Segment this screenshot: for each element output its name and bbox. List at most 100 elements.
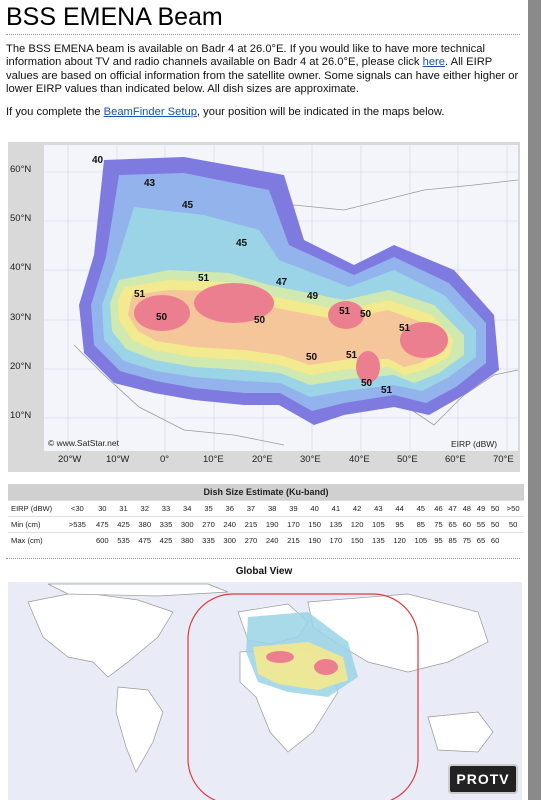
table-cell: [502, 532, 524, 548]
table-cell: 135: [325, 516, 347, 533]
contour-label: 43: [144, 178, 156, 189]
lon-label: 30°E: [300, 454, 321, 465]
satellite-visibility-ring: [187, 593, 419, 800]
table-cell: 60: [488, 532, 503, 548]
beam-map-svg: [44, 145, 518, 451]
contour-label: 50: [306, 352, 318, 363]
table-cell: 120: [346, 516, 368, 533]
table-cell: 300: [176, 516, 198, 533]
technical-info-link[interactable]: here: [422, 56, 446, 69]
table-cell: 425: [112, 516, 135, 533]
contour-label: 47: [276, 277, 288, 288]
table-cell: >50: [502, 500, 524, 517]
intro-text-2a: If you complete the: [6, 105, 104, 118]
table-cell: 34: [176, 500, 198, 517]
table-cell: 37: [240, 500, 262, 517]
table-cell: 475: [91, 516, 113, 533]
table-row: Max (cm) 600 535 475 425 380 335 300 270 240 215 19…: [8, 532, 524, 548]
table-cell: 335: [155, 516, 177, 533]
right-gutter: [528, 0, 541, 800]
dish-table-body: EIRP (dBW) <30 30 31 32 33 34 35 36 37 38 39 40 41 42 4…: [8, 500, 524, 548]
table-cell: 600: [91, 532, 113, 548]
lon-label: 40°E: [349, 454, 370, 465]
dish-table-title: Dish Size Estimate (Ku-band): [8, 484, 524, 500]
title-divider: [6, 34, 520, 35]
table-cell: 75: [459, 532, 474, 548]
lon-label: 10°E: [203, 454, 224, 465]
global-view-map: PROTV: [8, 582, 522, 800]
table-cell: 170: [325, 532, 347, 548]
table-cell: 46: [431, 500, 446, 517]
lon-label: 60°E: [445, 454, 466, 465]
table-cell: 33: [155, 500, 177, 517]
lat-label: 40°N: [10, 262, 32, 273]
table-cell: 190: [261, 516, 283, 533]
lat-label: 20°N: [10, 361, 32, 372]
row-header: EIRP (dBW): [8, 500, 63, 517]
table-cell: 65: [445, 516, 460, 533]
table-cell: 190: [304, 532, 326, 548]
lat-label: 10°N: [10, 410, 32, 421]
beam-map: 60°N 50°N 40°N 30°N 20°N 10°N: [8, 142, 520, 472]
map-copyright: © www.SatStar.net: [48, 438, 119, 448]
table-cell: 85: [410, 516, 432, 533]
contour-label: 51: [346, 350, 358, 361]
table-cell: 215: [282, 532, 305, 548]
contour-label: 50: [360, 309, 372, 320]
table-cell: 300: [219, 532, 241, 548]
eirp-unit-label: EIRP (dBW): [451, 439, 498, 449]
table-cell: 270: [240, 532, 262, 548]
contour-label: 51: [134, 289, 146, 300]
table-cell: 425: [155, 532, 177, 548]
contour-label: 51: [399, 323, 411, 334]
table-row: Min (cm) >535 475 425 380 335 300 270 240 215 190 1…: [8, 516, 524, 533]
row-header: Min (cm): [8, 516, 63, 533]
lat-label: 50°N: [10, 213, 32, 224]
contour-labels: 40 43 45 45 47 49 51 51 50 50 51 50 51 5…: [44, 145, 518, 451]
intro-text: The BSS EMENA beam is available on Badr …: [6, 43, 524, 128]
lon-label: 20°W: [58, 454, 82, 465]
contour-label: 51: [381, 385, 393, 396]
table-cell: 50: [502, 516, 524, 533]
contour-label: 45: [236, 238, 248, 249]
table-cell: [63, 532, 92, 548]
table-cell: 31: [112, 500, 135, 517]
table-cell: 475: [134, 532, 156, 548]
lon-label: 20°E: [252, 454, 273, 465]
contour-label: 51: [339, 306, 351, 317]
table-cell: 30: [91, 500, 113, 517]
table-cell: 335: [197, 532, 220, 548]
beam-core-egypt: [328, 301, 364, 329]
lat-label: 60°N: [10, 164, 32, 175]
intro-text-1a: The BSS EMENA beam is available on Badr …: [6, 43, 485, 69]
table-cell: 170: [282, 516, 305, 533]
table-cell: 135: [367, 532, 389, 548]
page-title: BSS EMENA Beam: [6, 3, 223, 31]
table-cell: 75: [431, 516, 446, 533]
table-cell: 43: [367, 500, 389, 517]
table-cell: 535: [112, 532, 135, 548]
beamfinder-setup-link[interactable]: BeamFinder Setup: [103, 105, 197, 118]
global-view-title: Global View: [235, 566, 293, 577]
table-cell: 48: [459, 500, 474, 517]
table-cell: 240: [219, 516, 241, 533]
lon-label: 70°E: [493, 454, 514, 465]
table-cell: 150: [304, 516, 326, 533]
table-cell: 35: [197, 500, 220, 517]
table-cell: 105: [367, 516, 389, 533]
table-cell: <30: [63, 500, 92, 517]
table-cell: 60: [459, 516, 474, 533]
table-cell: >535: [63, 516, 92, 533]
table-cell: 42: [346, 500, 368, 517]
global-beam-footprint: [246, 612, 358, 697]
table-cell: 50: [488, 500, 503, 517]
table-cell: 380: [134, 516, 156, 533]
contour-label: 40: [92, 155, 104, 166]
table-cell: 36: [219, 500, 241, 517]
table-cell: 95: [388, 516, 411, 533]
contour-label: 45: [182, 200, 194, 211]
table-cell: 38: [261, 500, 283, 517]
intro-text-2b: , your position will be indicated in the…: [196, 105, 445, 118]
table-cell: 105: [410, 532, 432, 548]
intro-paragraph-1: The BSS EMENA beam is available on Badr …: [6, 43, 524, 97]
